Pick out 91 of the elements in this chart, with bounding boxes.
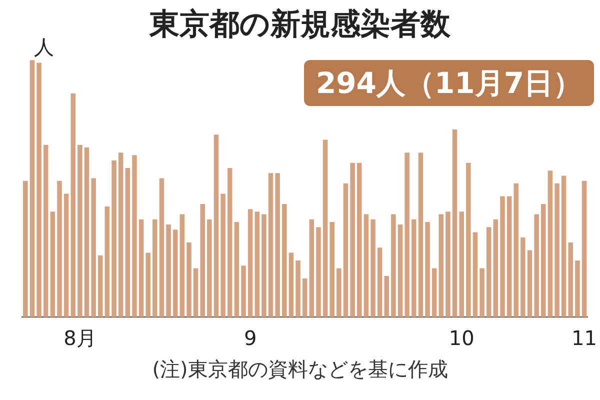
bar [316, 227, 321, 317]
x-tick-label: 9 [244, 326, 257, 350]
bar [418, 152, 424, 317]
bar [404, 152, 410, 317]
bar [336, 268, 342, 317]
bar [446, 212, 450, 317]
bar [343, 183, 348, 317]
bar [432, 268, 437, 317]
bar [268, 173, 274, 317]
bar [98, 255, 103, 317]
bar [70, 94, 76, 317]
bar [214, 134, 219, 317]
bar [104, 206, 110, 317]
bar [322, 140, 328, 317]
bar [486, 227, 492, 317]
bar [30, 60, 35, 317]
bar [36, 62, 42, 317]
bar [506, 196, 512, 317]
bar [248, 209, 253, 317]
bar [568, 242, 574, 317]
bar [391, 214, 396, 317]
bar [200, 204, 205, 317]
y-axis-title: 人 [34, 34, 54, 61]
bar [330, 222, 334, 317]
bar [159, 178, 164, 317]
bar [166, 224, 171, 317]
bar [534, 214, 539, 317]
bar [459, 212, 464, 317]
bar [500, 196, 505, 317]
bar [57, 180, 62, 317]
bar [64, 194, 69, 317]
bar [78, 144, 82, 317]
bar [302, 278, 308, 317]
bar [84, 147, 90, 317]
bar [452, 129, 458, 317]
bar [364, 214, 369, 317]
bar [112, 160, 116, 317]
bar [180, 214, 185, 317]
bar [275, 173, 280, 317]
bar [282, 204, 287, 317]
bar [527, 250, 532, 317]
bar [296, 260, 300, 317]
bar [234, 222, 240, 317]
bar [220, 194, 226, 317]
bar [241, 266, 246, 317]
bar [254, 212, 260, 317]
bar [561, 176, 566, 317]
bar [425, 222, 430, 317]
bar [132, 155, 137, 317]
bar [152, 219, 158, 317]
bar [50, 212, 56, 317]
bar [384, 276, 390, 317]
bar [412, 219, 416, 317]
annotation: 294人（11月7日） [304, 60, 594, 106]
bar [288, 252, 294, 317]
bar [480, 268, 484, 317]
bar [172, 230, 178, 317]
x-tick-label: 10 [448, 326, 474, 350]
bar [514, 183, 519, 317]
bar [575, 260, 580, 317]
bar [356, 162, 362, 317]
bar [350, 162, 355, 317]
bar [43, 144, 48, 317]
bar [193, 268, 198, 317]
bar [118, 152, 124, 317]
bar [520, 237, 526, 317]
bar [125, 168, 130, 317]
bar [472, 232, 478, 317]
x-tick-label: 8月 [64, 326, 96, 350]
chart-title: 東京都の新規感染者数 [150, 7, 450, 42]
bar [227, 168, 232, 317]
bar [554, 183, 560, 317]
bar [262, 214, 266, 317]
bar [582, 180, 587, 317]
bar [540, 204, 546, 317]
bar [91, 178, 96, 317]
bar [493, 219, 498, 317]
x-tick-label: 11 [572, 326, 597, 350]
bar [146, 252, 150, 317]
text: (注)東京都の資料などを基に作成 [151, 356, 449, 383]
bar [207, 219, 212, 317]
bar [377, 248, 382, 317]
bar [309, 219, 314, 317]
bar [370, 219, 376, 317]
bar [466, 162, 471, 317]
bar [23, 180, 28, 317]
bar [438, 214, 444, 317]
bar [186, 242, 192, 317]
bar [548, 170, 553, 317]
bar [398, 224, 403, 317]
bar [138, 219, 144, 317]
